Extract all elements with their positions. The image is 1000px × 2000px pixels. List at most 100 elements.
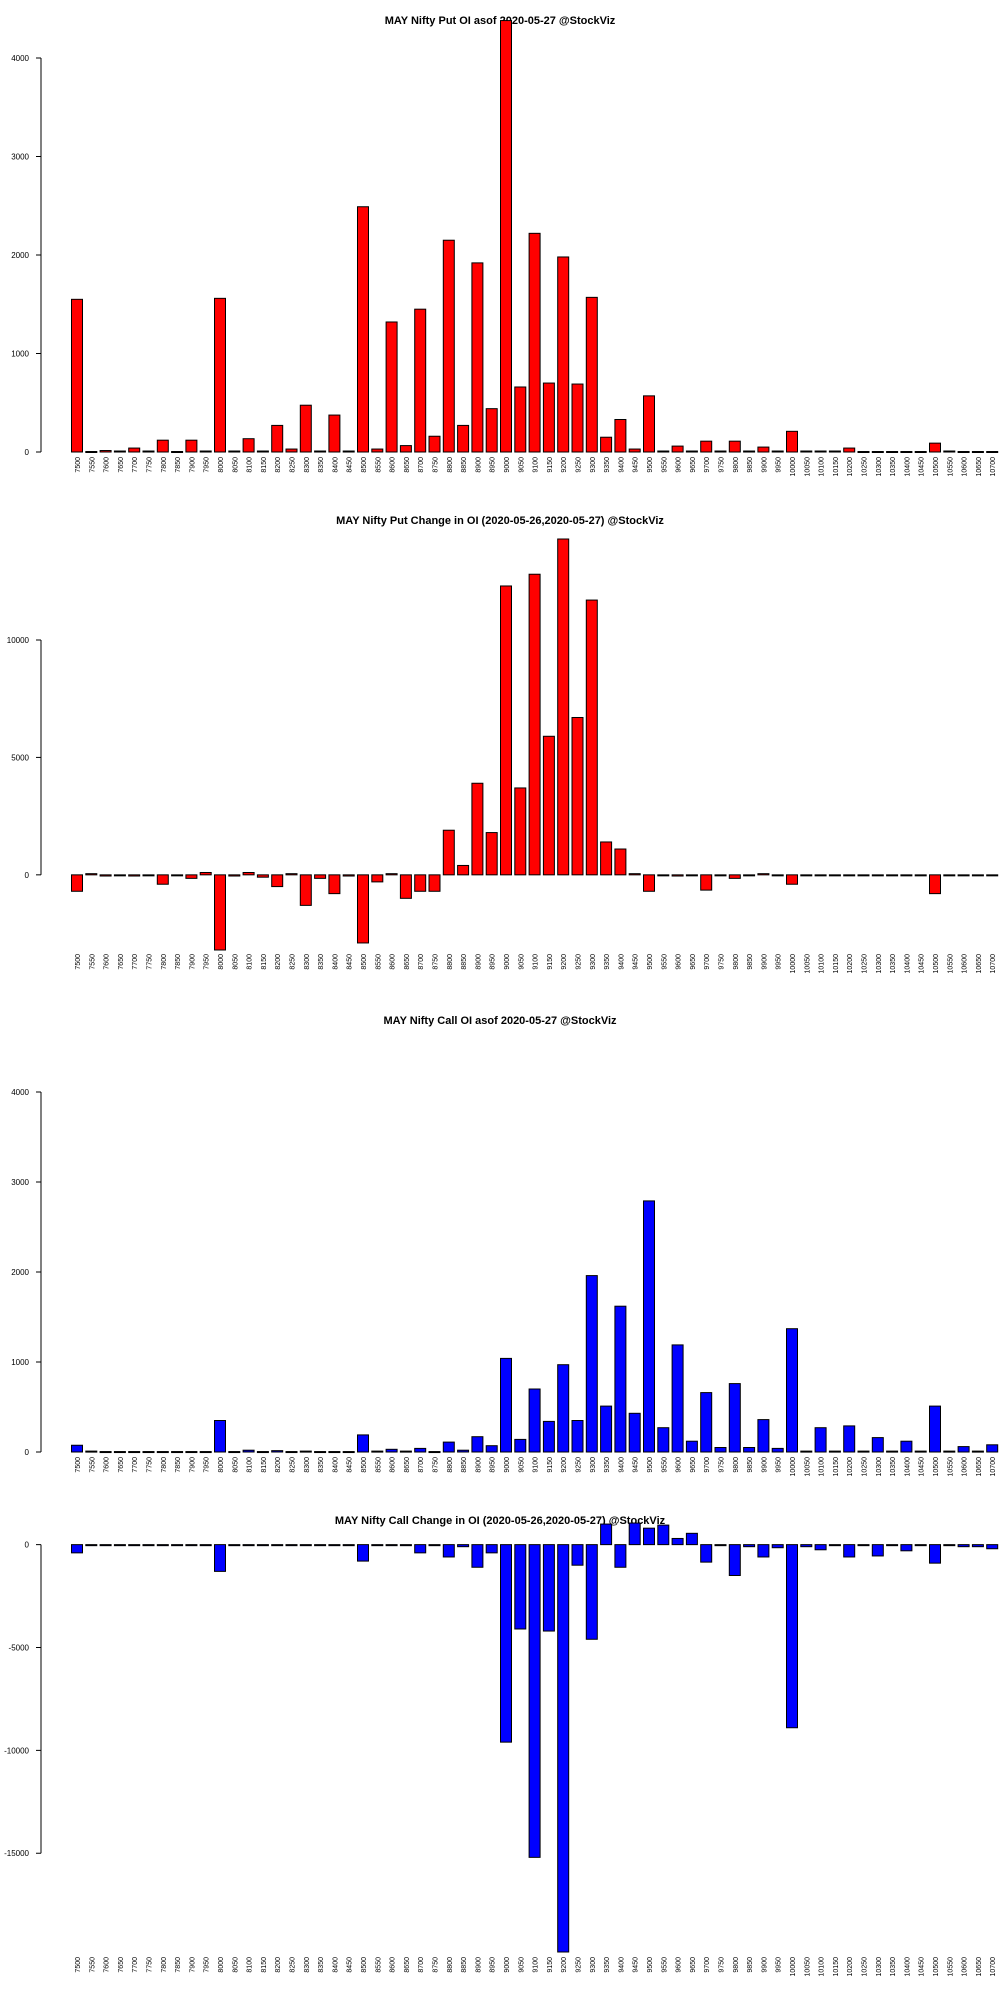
bar-10650	[971, 1450, 984, 1453]
bar-8650	[399, 445, 412, 453]
x-tick-label: 9000	[504, 954, 511, 970]
x-tick-label: 8200	[275, 1957, 282, 1973]
x-tick-label: 9100	[533, 457, 540, 473]
x-tick-label: 8500	[361, 457, 368, 473]
x-tick-label: 8900	[475, 457, 482, 473]
bar-9600	[671, 1344, 684, 1453]
bar-10100	[814, 1544, 827, 1551]
x-tick-label: 8300	[304, 457, 311, 473]
bar-7850	[171, 451, 184, 454]
x-tick-label: 8300	[304, 1457, 311, 1473]
x-tick-label: 10300	[876, 954, 883, 974]
x-tick-label: 9750	[719, 1457, 726, 1473]
bar-9000	[500, 20, 512, 453]
bar-8650	[399, 874, 412, 899]
x-tick-label: 10500	[933, 954, 940, 974]
bar-7850	[171, 1451, 184, 1454]
bar-8500	[357, 1544, 369, 1562]
x-tick-label: 8700	[418, 1957, 425, 1973]
bar-10500	[929, 1405, 941, 1453]
x-tick-label: 9000	[504, 1457, 511, 1473]
y-tick-label: 0	[25, 1541, 30, 1550]
x-tick-label: 9500	[647, 954, 654, 970]
x-tick-label: 10650	[976, 457, 983, 477]
chart-3: MAY Nifty Call OI asof 2020-05-27 @Stock…	[11, 1015, 999, 1477]
x-tick-label: 9850	[747, 1457, 754, 1473]
x-tick-label: 8300	[304, 954, 311, 970]
x-tick-label: 10450	[919, 457, 926, 477]
x-tick-label: 10650	[976, 954, 983, 974]
bar-10200	[843, 1425, 856, 1453]
x-tick-label: 9700	[704, 457, 711, 473]
bar-8900	[471, 782, 484, 876]
x-tick-label: 10350	[890, 954, 897, 974]
bar-9950	[771, 450, 784, 453]
bar-8150	[256, 874, 269, 878]
bar-8600	[385, 321, 398, 453]
x-tick-label: 10050	[804, 1957, 811, 1977]
bar-8050	[228, 450, 241, 453]
x-tick-label: 7850	[175, 1457, 182, 1473]
x-tick-label: 7950	[204, 457, 211, 473]
bar-7600	[99, 1544, 112, 1547]
x-tick-label: 7650	[118, 954, 125, 970]
x-tick-label: 8750	[433, 1957, 440, 1973]
bar-8850	[457, 1449, 470, 1453]
x-tick-label: 8150	[261, 1457, 268, 1473]
x-tick-label: 8250	[290, 1457, 297, 1473]
x-tick-label: 9250	[576, 954, 583, 970]
chart-4: MAY Nifty Call Change in OI (2020-05-26,…	[4, 1515, 999, 1977]
bar-10550	[943, 874, 956, 877]
x-tick-label: 7600	[104, 1957, 111, 1973]
bar-9750	[714, 1544, 727, 1547]
bar-7650	[113, 874, 126, 877]
x-tick-label: 7900	[189, 954, 196, 970]
x-tick-label: 10600	[962, 954, 969, 974]
bar-9800	[728, 1544, 741, 1576]
bar-9450	[628, 448, 641, 453]
x-tick-label: 7700	[132, 954, 139, 970]
x-tick-label: 9550	[661, 1457, 668, 1473]
y-tick-label: 5000	[11, 753, 29, 762]
x-tick-label: 8700	[418, 954, 425, 970]
bar-9350	[600, 436, 613, 453]
x-tick-label: 9900	[761, 1957, 768, 1973]
bar-8800	[442, 829, 455, 876]
x-tick-label: 10000	[790, 954, 797, 974]
x-tick-label: 7800	[161, 954, 168, 970]
bar-9700	[700, 440, 713, 453]
x-tick-label: 9100	[533, 1457, 540, 1473]
x-tick-label: 8150	[261, 1957, 268, 1973]
bar-10050	[800, 1544, 813, 1548]
x-tick-label: 8800	[447, 954, 454, 970]
bar-10000	[786, 430, 798, 453]
x-tick-label: 10500	[933, 457, 940, 477]
bar-10450	[914, 874, 927, 877]
bar-10450	[914, 1544, 927, 1547]
x-tick-label: 10400	[904, 1457, 911, 1477]
x-tick-label: 8150	[261, 954, 268, 970]
chart-title: MAY Nifty Call OI asof 2020-05-27 @Stock…	[383, 1015, 617, 1027]
x-tick-label: 10300	[876, 1457, 883, 1477]
x-tick-label: 8650	[404, 457, 411, 473]
bar-10000	[786, 1544, 798, 1729]
bar-7900	[185, 1451, 198, 1454]
x-tick-label: 9750	[719, 954, 726, 970]
bar-7800	[156, 1451, 169, 1454]
x-tick-label: 9650	[690, 1457, 697, 1473]
x-tick-label: 9850	[747, 1957, 754, 1973]
bar-8350	[314, 1544, 327, 1547]
x-tick-label: 10200	[847, 1457, 854, 1477]
bar-8500	[357, 874, 369, 944]
x-tick-label: 8500	[361, 1457, 368, 1473]
bar-9750	[714, 450, 727, 453]
bar-10150	[828, 450, 841, 453]
x-tick-label: 9600	[676, 457, 683, 473]
x-tick-label: 8450	[347, 1957, 354, 1973]
x-tick-label: 8550	[375, 457, 382, 473]
bar-7850	[171, 874, 184, 877]
bar-8150	[256, 1544, 269, 1547]
bar-10150	[828, 1544, 841, 1547]
x-tick-label: 9400	[618, 954, 625, 970]
bar-9450	[628, 1522, 641, 1546]
